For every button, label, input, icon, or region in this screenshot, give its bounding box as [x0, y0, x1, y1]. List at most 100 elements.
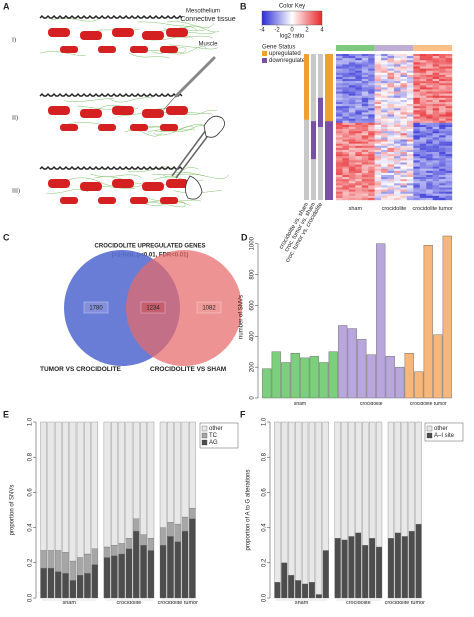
heatmap-cell — [342, 85, 350, 88]
bar-segment — [301, 583, 309, 599]
mesothelium — [39, 93, 183, 97]
heatmap-cell — [336, 131, 343, 134]
heatmap-cell — [368, 172, 375, 176]
heatmap-cell — [374, 56, 382, 59]
heatmap-cell — [374, 91, 382, 94]
muscle-fiber — [48, 179, 70, 188]
heatmap-cell — [381, 154, 388, 157]
heatmap-cell — [394, 91, 401, 94]
heatmap-cell — [426, 81, 433, 84]
heatmap-cell — [406, 58, 414, 61]
heatmap-cell — [342, 158, 350, 161]
heatmap-cell — [381, 149, 388, 153]
heatmap-cell — [394, 183, 401, 186]
y-tick-label: 0.2 — [28, 558, 34, 567]
heatmap-cell — [387, 93, 395, 96]
heatmap-cell — [348, 137, 356, 140]
heatmap-cell — [336, 152, 343, 155]
bar-segment — [181, 516, 189, 532]
heatmap-cell — [342, 72, 350, 76]
heatmap-cell — [432, 181, 440, 184]
heatmap-cell — [381, 62, 388, 65]
heatmap-cell — [445, 139, 453, 142]
heatmap-cell — [439, 101, 446, 105]
heatmap-cell — [419, 162, 427, 165]
heatmap-cell — [406, 158, 414, 161]
heatmap-cell — [381, 156, 388, 159]
heatmap-cell — [342, 139, 350, 142]
heatmap-cell — [432, 101, 440, 105]
bar-segment — [69, 560, 77, 581]
group-label-box: sham — [349, 206, 362, 212]
heatmap-cell — [348, 122, 356, 126]
heatmap-cell — [394, 181, 401, 184]
legend-label: AG — [209, 440, 218, 446]
y-tick-label: 1.0 — [28, 417, 34, 426]
bar — [395, 366, 405, 399]
heatmap-cell — [361, 62, 369, 65]
heatmap-cell — [419, 76, 427, 80]
heatmap-cell — [426, 170, 433, 174]
heatmap-cell — [355, 120, 362, 124]
heatmap-cell — [419, 158, 427, 161]
heatmap-cell — [387, 181, 395, 184]
heatmap-cell — [400, 179, 408, 182]
heatmap-cell — [413, 70, 420, 73]
heatmap-cell — [432, 118, 440, 121]
heatmap-cell — [413, 156, 420, 159]
heatmap-cell — [406, 124, 414, 128]
heatmap-cell — [406, 68, 414, 71]
heatmap-cell — [387, 89, 395, 92]
heatmap-cell — [361, 189, 369, 192]
heatmap-cell — [445, 95, 453, 98]
heatmap-cell — [445, 131, 453, 134]
heatmap-cell — [432, 95, 440, 98]
heatmap-cell — [374, 172, 382, 176]
heatmap-cell — [355, 99, 362, 103]
heatmap-cell — [394, 70, 401, 73]
heatmap-cell — [381, 79, 388, 82]
heatmap-cell — [419, 166, 427, 169]
heatmap-cell — [419, 197, 427, 201]
heatmap-cell — [361, 170, 369, 174]
heatmap-cell — [336, 137, 343, 140]
heatmap-cell — [432, 149, 440, 153]
heatmap-cell — [381, 187, 388, 190]
heatmap-cell — [368, 54, 375, 57]
heatmap-cell — [342, 177, 350, 180]
heatmap-cell — [439, 187, 446, 190]
heatmap-cell — [426, 183, 433, 186]
heatmap-cell — [374, 81, 382, 84]
heatmap-cell — [368, 152, 375, 155]
heatmap-cell — [381, 108, 388, 111]
heatmap-cell — [336, 172, 343, 176]
heatmap-cell — [348, 141, 356, 144]
heatmap-cell — [419, 189, 427, 192]
glove — [185, 175, 203, 200]
heatmap-cell — [445, 179, 453, 182]
heatmap-cell — [381, 101, 388, 105]
heatmap-cell — [361, 81, 369, 84]
muscle-fiber — [160, 46, 178, 53]
heatmap-cell — [439, 135, 446, 138]
heatmap-cell — [400, 112, 408, 115]
heatmap-cell — [439, 133, 446, 136]
heatmap-cell — [348, 183, 356, 186]
heatmap-cell — [400, 70, 408, 73]
bar-segment — [91, 564, 99, 599]
heatmap-cell — [413, 91, 420, 94]
heatmap-cell — [387, 110, 395, 113]
heatmap-cell — [381, 145, 388, 149]
bar-segment — [308, 582, 316, 599]
heatmap-cell — [355, 141, 362, 144]
heatmap-cell — [374, 133, 382, 136]
heatmap-cell — [419, 164, 427, 167]
heatmap-cell — [419, 74, 427, 78]
heatmap-cell — [419, 191, 427, 194]
heatmap-cell — [342, 104, 350, 107]
heatmap-cell — [336, 177, 343, 180]
heatmap-cell — [406, 172, 414, 176]
bar — [271, 351, 281, 399]
heatmap-cell — [361, 147, 369, 151]
heatmap-cell — [413, 141, 420, 144]
